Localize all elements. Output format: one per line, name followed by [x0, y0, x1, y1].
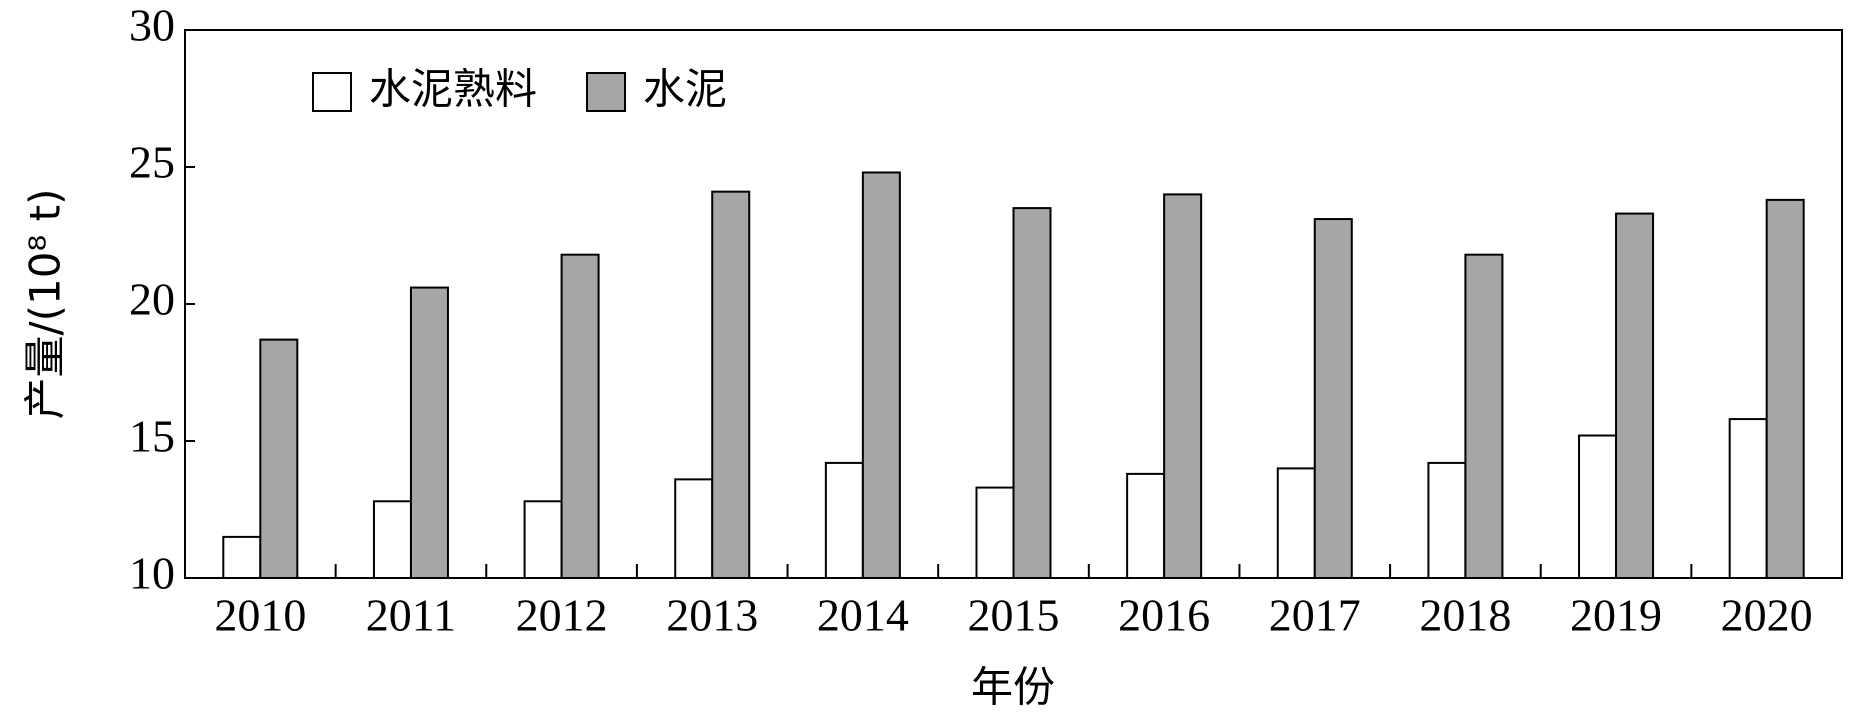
- x-tick-label: 2011: [366, 590, 456, 641]
- bar: [409, 286, 449, 579]
- bar: [1765, 198, 1805, 579]
- y-tick-label: 25: [129, 137, 175, 188]
- legend-label: 水泥: [643, 65, 727, 114]
- bar: [1126, 472, 1166, 580]
- bar: [1163, 193, 1203, 579]
- y-tick-label: 15: [129, 411, 175, 462]
- x-tick-label: 2012: [516, 590, 608, 641]
- x-tick-label: 2018: [1419, 590, 1511, 641]
- x-tick-label: 2013: [666, 590, 758, 641]
- y-tick-label: 20: [129, 274, 175, 325]
- bar: [711, 190, 751, 579]
- x-tick-label: 2015: [968, 590, 1060, 641]
- bar: [824, 461, 864, 580]
- bar: [523, 500, 563, 579]
- x-tick-label: 2014: [817, 590, 909, 641]
- bar: [372, 500, 412, 579]
- y-axis-label: 产量/(10⁸ t): [21, 188, 70, 419]
- bar: [1313, 218, 1353, 579]
- bar: [1427, 461, 1467, 580]
- x-tick-label: 2016: [1118, 590, 1210, 641]
- bar: [1012, 207, 1052, 579]
- bar: [560, 253, 600, 579]
- x-tick-label: 2019: [1570, 590, 1662, 641]
- bar: [1578, 434, 1618, 579]
- legend-swatch: [312, 72, 352, 112]
- bar: [861, 171, 901, 579]
- bar: [259, 338, 299, 579]
- plot-frame: [184, 29, 1843, 579]
- x-tick-label: 2010: [214, 590, 306, 641]
- x-tick-label: 2020: [1721, 590, 1813, 641]
- bar: [222, 535, 262, 580]
- x-tick-label: 2017: [1269, 590, 1361, 641]
- bar: [1276, 467, 1316, 579]
- bar: [1615, 212, 1655, 580]
- y-tick-label: 10: [129, 548, 175, 599]
- bar: [1728, 418, 1768, 579]
- legend-swatch: [586, 72, 627, 112]
- legend-label: 水泥熟料: [369, 65, 537, 114]
- bar: [674, 478, 714, 579]
- x-axis-label: 年份: [971, 663, 1055, 712]
- bar: [1464, 253, 1504, 579]
- bar: [975, 486, 1015, 579]
- y-tick-label: 30: [129, 0, 175, 51]
